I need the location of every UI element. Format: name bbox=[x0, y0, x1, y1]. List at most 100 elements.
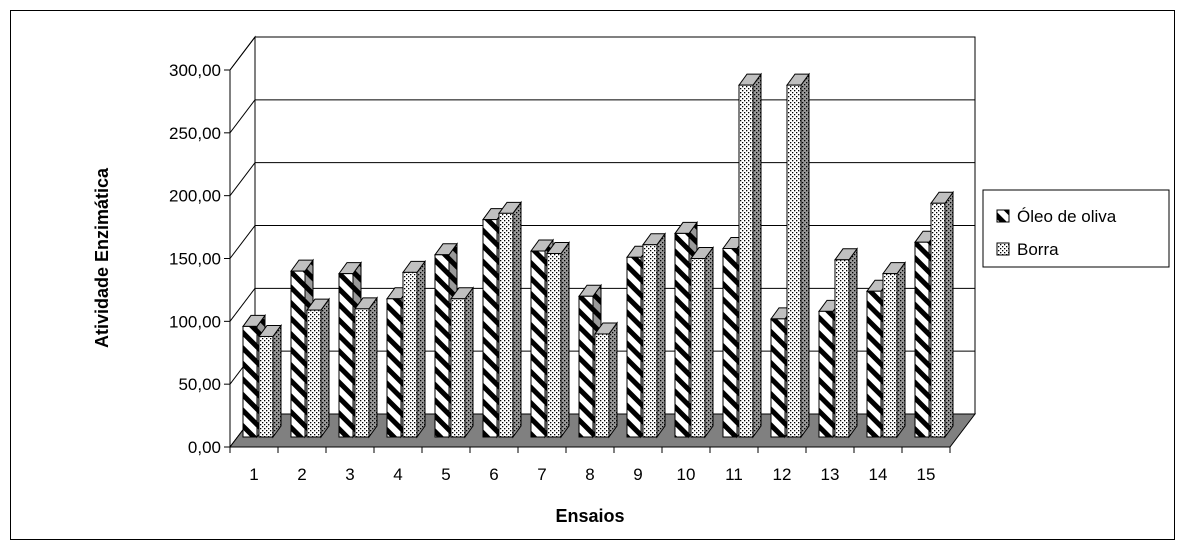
x-tick-label: 7 bbox=[537, 465, 546, 484]
bar-front bbox=[402, 271, 418, 438]
bar-side bbox=[800, 72, 810, 439]
x-tick-label: 4 bbox=[393, 465, 402, 484]
y-tick-label: 300,00 bbox=[169, 61, 221, 80]
bar-side bbox=[368, 296, 378, 439]
bar-front bbox=[498, 212, 514, 438]
bar-borra-1 bbox=[258, 323, 282, 439]
bar-borra-15 bbox=[930, 190, 954, 439]
bar-front bbox=[882, 273, 898, 438]
gridline-side-4 bbox=[229, 162, 256, 196]
bar-front bbox=[578, 295, 594, 438]
bar-front bbox=[674, 232, 690, 438]
bar-front bbox=[738, 84, 754, 438]
bar-front bbox=[642, 244, 658, 438]
x-tick-label: 15 bbox=[917, 465, 936, 484]
bar-side bbox=[656, 232, 666, 439]
bar-front bbox=[818, 310, 834, 438]
bar-front bbox=[834, 259, 850, 438]
y-axis: 0,00 50,00 100,00 150,00 200,00 250,00 300,00 bbox=[169, 61, 231, 457]
bar-front bbox=[786, 84, 802, 438]
gridline-side-3 bbox=[229, 225, 256, 259]
bar-borra-6 bbox=[498, 200, 522, 439]
x-axis: 1 2 3 4 5 6 7 8 9 10 11 12 13 14 15 bbox=[229, 446, 951, 484]
bar-side bbox=[608, 321, 618, 439]
bar-side bbox=[704, 246, 714, 439]
bar-front bbox=[930, 202, 946, 438]
bar-borra-7 bbox=[546, 240, 570, 439]
gridline-side-5 bbox=[229, 99, 256, 134]
bar-borra-4 bbox=[402, 259, 426, 439]
bars bbox=[242, 72, 954, 439]
legend-swatch-borra bbox=[996, 242, 1010, 256]
bar-borra-14 bbox=[882, 261, 906, 439]
x-tick-label: 12 bbox=[773, 465, 792, 484]
bar-side bbox=[272, 323, 282, 439]
bar-front bbox=[434, 254, 450, 438]
bar-borra-2 bbox=[306, 297, 330, 439]
bar-borra-9 bbox=[642, 232, 666, 439]
bar-borra-5 bbox=[450, 286, 474, 439]
bar-front bbox=[306, 309, 322, 438]
bar-side bbox=[512, 200, 522, 439]
y-tick-label: 250,00 bbox=[169, 124, 221, 143]
bar-side bbox=[416, 259, 426, 439]
gridline-side-6 bbox=[229, 36, 256, 71]
bar-front bbox=[690, 258, 706, 438]
x-tick-label: 2 bbox=[297, 465, 306, 484]
x-tick-label: 8 bbox=[585, 465, 594, 484]
gridline-side-2 bbox=[229, 288, 256, 322]
y-axis-title: Atividade Enzimática bbox=[92, 167, 112, 348]
y-tick-label: 0,00 bbox=[188, 438, 221, 457]
bar-side bbox=[752, 72, 762, 439]
y-tick-label: 150,00 bbox=[169, 250, 221, 269]
bar-borra-10 bbox=[690, 246, 714, 439]
x-tick-label: 1 bbox=[249, 465, 258, 484]
bar-front bbox=[914, 241, 930, 438]
bar-front bbox=[450, 298, 466, 438]
bar-side bbox=[896, 261, 906, 439]
bar-front bbox=[530, 250, 546, 438]
y-tick-label: 50,00 bbox=[178, 375, 221, 394]
bar-front bbox=[770, 318, 786, 438]
x-axis-title: Ensaios bbox=[555, 506, 624, 526]
x-tick-label: 14 bbox=[869, 465, 888, 484]
bar-side bbox=[464, 286, 474, 439]
bar-borra-13 bbox=[834, 247, 858, 439]
legend: Óleo de oliva Borra bbox=[982, 189, 1170, 268]
bar-front bbox=[338, 273, 354, 438]
bar-front bbox=[386, 298, 402, 438]
bar-borra-3 bbox=[354, 296, 378, 439]
x-tick-label: 3 bbox=[345, 465, 354, 484]
y-tick-label: 200,00 bbox=[169, 187, 221, 206]
bar-front bbox=[258, 335, 274, 438]
chart-frame bbox=[10, 10, 1175, 540]
bar-borra-12 bbox=[786, 72, 810, 439]
x-tick-label: 10 bbox=[677, 465, 696, 484]
legend-swatch-oleo bbox=[996, 209, 1010, 223]
bar-front bbox=[722, 248, 738, 438]
x-tick-label: 6 bbox=[489, 465, 498, 484]
bar-borra-8 bbox=[594, 321, 618, 439]
bar-front bbox=[290, 270, 306, 438]
legend-label-borra: Borra bbox=[1017, 240, 1059, 259]
bar-side bbox=[848, 247, 858, 439]
x-tick-label: 13 bbox=[821, 465, 840, 484]
bar-side bbox=[320, 297, 330, 439]
bar-front bbox=[594, 333, 610, 438]
x-tick-label: 11 bbox=[725, 465, 743, 484]
bar-side bbox=[560, 240, 570, 439]
bar-front bbox=[242, 325, 258, 438]
bar-side bbox=[944, 190, 954, 439]
bar-borra-11 bbox=[738, 72, 762, 439]
legend-box bbox=[982, 189, 1170, 268]
bar-front bbox=[546, 253, 562, 438]
legend-label-oleo: Óleo de oliva bbox=[1017, 207, 1117, 226]
bar-front bbox=[482, 219, 498, 438]
bar-front bbox=[866, 290, 882, 438]
y-tick-label: 100,00 bbox=[169, 312, 221, 331]
x-tick-label: 5 bbox=[441, 465, 450, 484]
bar-front bbox=[354, 308, 370, 438]
x-tick-label: 9 bbox=[633, 465, 642, 484]
bar-front bbox=[626, 256, 642, 438]
